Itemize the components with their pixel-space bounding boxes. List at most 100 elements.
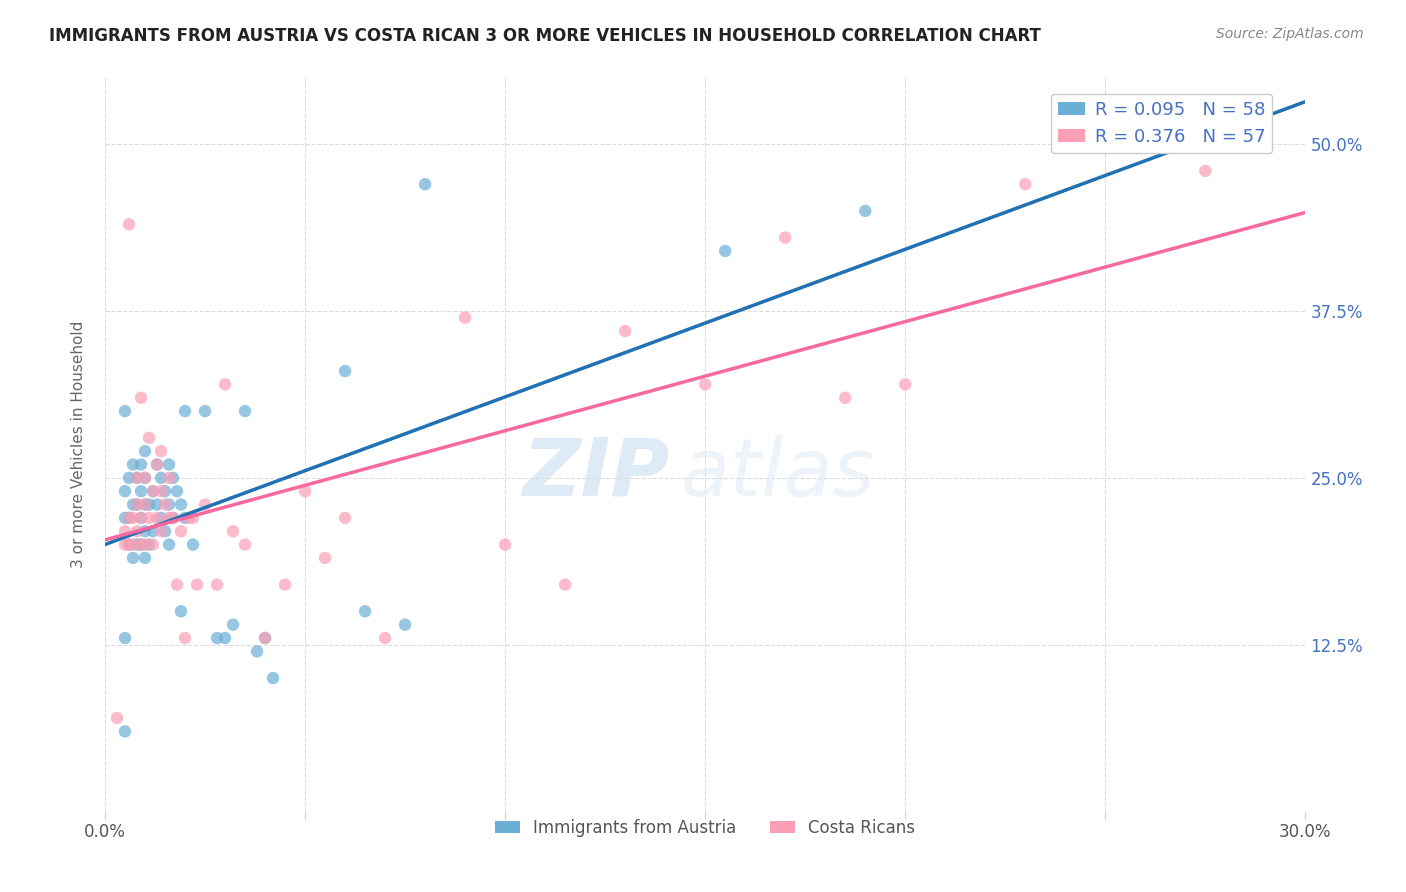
Point [129, 538, 152, 552]
Point [314, 550, 336, 565]
Point [153, 498, 176, 512]
Point [138, 431, 160, 445]
Point [194, 498, 217, 512]
Point [122, 550, 145, 565]
Point [146, 511, 169, 525]
Point [162, 471, 184, 485]
Point [118, 511, 141, 525]
Point [114, 538, 136, 552]
Point [150, 471, 173, 485]
Point [142, 484, 165, 499]
Point [413, 178, 436, 192]
Point [614, 324, 637, 338]
Point [333, 364, 356, 378]
Point [134, 498, 156, 512]
Point [153, 484, 176, 499]
Point [222, 617, 245, 632]
Point [454, 310, 477, 325]
Point [205, 631, 228, 645]
Point [150, 444, 173, 458]
Point [125, 498, 148, 512]
Point [254, 631, 277, 645]
Point [166, 484, 188, 499]
Text: IMMIGRANTS FROM AUSTRIA VS COSTA RICAN 3 OR MORE VEHICLES IN HOUSEHOLD CORRELATI: IMMIGRANTS FROM AUSTRIA VS COSTA RICAN 3… [49, 27, 1040, 45]
Point [246, 644, 269, 658]
Point [153, 524, 176, 539]
Point [129, 511, 152, 525]
Legend: Immigrants from Austria, Costa Ricans: Immigrants from Austria, Costa Ricans [488, 813, 922, 844]
Point [142, 538, 165, 552]
Point [129, 538, 152, 552]
Point [262, 671, 284, 685]
Point [138, 498, 160, 512]
Point [205, 577, 228, 591]
Point [122, 511, 145, 525]
Point [122, 458, 145, 472]
Point [894, 377, 917, 392]
Point [118, 471, 141, 485]
Y-axis label: 3 or more Vehicles in Household: 3 or more Vehicles in Household [72, 321, 86, 568]
Point [274, 577, 297, 591]
Point [157, 458, 180, 472]
Point [134, 538, 156, 552]
Point [125, 538, 148, 552]
Point [254, 631, 277, 645]
Text: ZIP: ZIP [522, 434, 669, 513]
Point [129, 484, 152, 499]
Point [166, 577, 188, 591]
Point [134, 498, 156, 512]
Point [114, 484, 136, 499]
Point [146, 458, 169, 472]
Point [134, 550, 156, 565]
Point [114, 511, 136, 525]
Point [118, 511, 141, 525]
Point [374, 631, 396, 645]
Point [134, 471, 156, 485]
Point [118, 538, 141, 552]
Point [214, 377, 236, 392]
Point [174, 511, 197, 525]
Point [157, 538, 180, 552]
Point [146, 498, 169, 512]
Point [157, 498, 180, 512]
Point [134, 524, 156, 539]
Point [150, 484, 173, 499]
Point [129, 511, 152, 525]
Point [150, 524, 173, 539]
Point [214, 631, 236, 645]
Point [233, 404, 256, 418]
Point [174, 404, 197, 418]
Point [118, 538, 141, 552]
Point [177, 511, 200, 525]
Point [105, 711, 128, 725]
Point [354, 604, 377, 618]
Point [114, 404, 136, 418]
Point [157, 511, 180, 525]
Point [125, 524, 148, 539]
Point [118, 217, 141, 231]
Point [1194, 164, 1216, 178]
Point [146, 458, 169, 472]
Point [1014, 178, 1036, 192]
Point [174, 631, 197, 645]
Point [122, 498, 145, 512]
Point [494, 538, 516, 552]
Point [695, 377, 717, 392]
Point [162, 511, 184, 525]
Point [773, 230, 796, 244]
Point [170, 604, 193, 618]
Point [554, 577, 576, 591]
Point [134, 471, 156, 485]
Point [170, 498, 193, 512]
Point [181, 511, 204, 525]
Point [714, 244, 737, 258]
Point [333, 511, 356, 525]
Point [138, 538, 160, 552]
Point [157, 471, 180, 485]
Point [138, 511, 160, 525]
Point [125, 498, 148, 512]
Point [194, 404, 217, 418]
Point [394, 617, 416, 632]
Point [233, 538, 256, 552]
Point [853, 203, 876, 218]
